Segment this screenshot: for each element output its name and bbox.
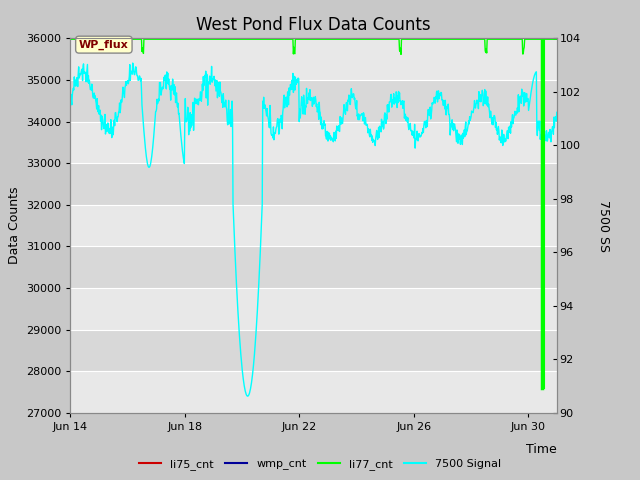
Bar xyxy=(70,205,557,246)
Text: Time: Time xyxy=(526,443,557,456)
Y-axis label: 7500 SS: 7500 SS xyxy=(597,200,611,252)
Bar xyxy=(70,38,557,80)
Y-axis label: Data Counts: Data Counts xyxy=(8,187,20,264)
Bar xyxy=(70,330,557,371)
Bar xyxy=(70,246,557,288)
Bar xyxy=(70,288,557,330)
Bar xyxy=(70,371,557,413)
Bar xyxy=(70,80,557,121)
Legend: li75_cnt, wmp_cnt, li77_cnt, 7500 Signal: li75_cnt, wmp_cnt, li77_cnt, 7500 Signal xyxy=(135,455,505,474)
Bar xyxy=(70,121,557,163)
Title: West Pond Flux Data Counts: West Pond Flux Data Counts xyxy=(196,16,431,34)
Bar xyxy=(70,163,557,205)
Text: WP_flux: WP_flux xyxy=(79,39,129,50)
